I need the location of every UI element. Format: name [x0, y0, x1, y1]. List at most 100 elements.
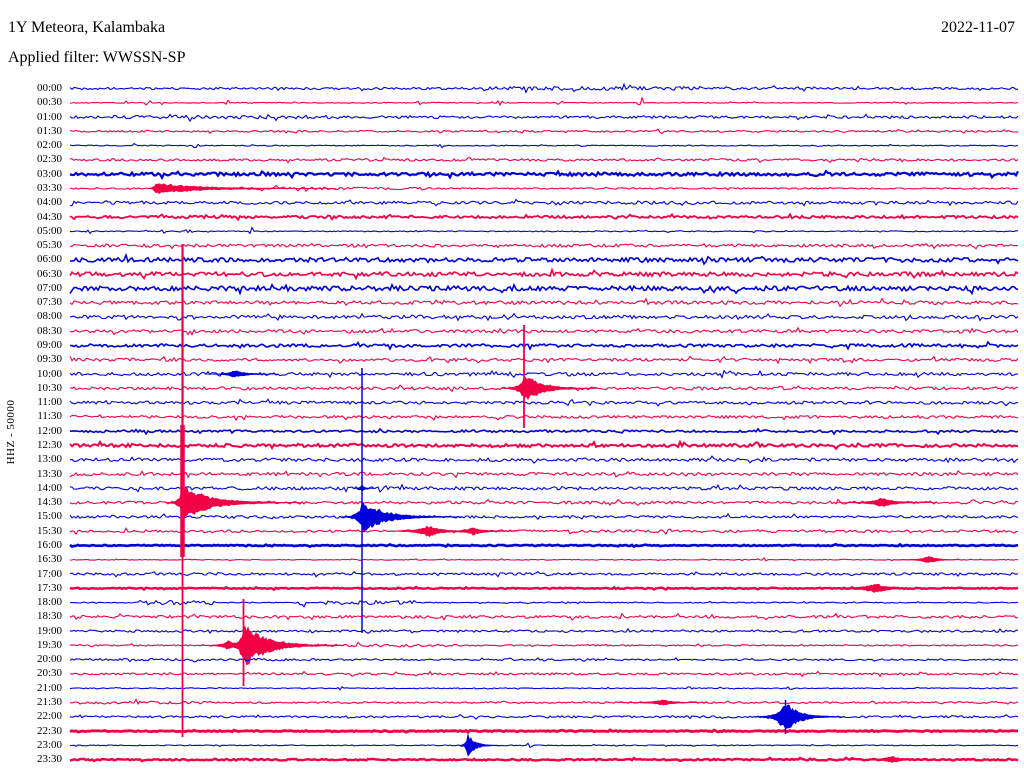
seismic-event: [206, 370, 279, 378]
time-label: 18:00: [36, 596, 62, 609]
trace-row-00:30: [69, 96, 1019, 107]
time-label: 13:30: [36, 467, 62, 480]
trace-row-16:00: [69, 542, 1019, 549]
time-label: 00:00: [36, 82, 62, 94]
trace-row-12:30: [69, 439, 1019, 451]
time-label: 05:00: [36, 224, 62, 237]
trace-row-03:00: [69, 169, 1019, 181]
seismic-event: [352, 484, 376, 492]
time-label: 15:30: [36, 524, 62, 537]
trace-row-07:30: [69, 297, 1019, 308]
time-label: 12:00: [36, 424, 62, 437]
trace-row-11:00: [69, 398, 1019, 407]
trace-row-21:30: [69, 698, 1019, 705]
time-label: 11:30: [37, 410, 62, 423]
time-label: 19:00: [36, 624, 62, 637]
time-label: 08:00: [36, 310, 62, 323]
trace-row-14:00: [69, 483, 1019, 493]
trace-row-21:00: [69, 686, 1019, 691]
trace-row-20:30: [69, 670, 1019, 678]
time-label: 23:30: [36, 753, 62, 766]
time-label: 01:00: [36, 110, 62, 123]
trace-row-19:00: [69, 627, 1019, 635]
time-label: 04:30: [36, 210, 62, 223]
trace-row-13:00: [69, 455, 1019, 464]
trace-row-20:00: [69, 656, 1019, 663]
time-label: 09:30: [36, 353, 62, 366]
trace-row-07:00: [69, 282, 1019, 296]
trace-row-23:30: [69, 756, 1019, 763]
clipped-event-line: [180, 425, 185, 557]
station-title: 1Y Meteora, Kalambaka: [8, 19, 166, 36]
trace-row-15:30: [69, 527, 1019, 536]
applied-filter-label: Applied filter: WWSSN-SP: [8, 49, 186, 66]
time-label: 16:00: [36, 538, 62, 551]
time-label: 10:00: [36, 367, 62, 380]
seismic-event: [847, 755, 925, 763]
trace-row-05:30: [69, 242, 1019, 250]
time-label: 17:30: [36, 581, 62, 594]
time-label: 13:00: [36, 453, 62, 466]
time-label: 09:00: [36, 339, 62, 352]
time-label: 20:30: [36, 667, 62, 680]
date-label: 2022-11-07: [940, 19, 1015, 36]
seismic-event: [146, 183, 337, 194]
clipped-event-line: [523, 325, 525, 428]
trace-row-02:30: [70, 156, 1019, 164]
clipped-event-line: [242, 599, 245, 686]
time-label: 04:00: [36, 196, 62, 209]
trace-row-23:00: [69, 742, 1019, 749]
seismic-event: [222, 625, 345, 666]
seismic-event: [165, 487, 302, 520]
trace-row-18:00: [69, 599, 1019, 608]
time-label: 15:00: [36, 510, 62, 523]
time-label: 05:30: [36, 239, 62, 252]
seismic-event: [812, 583, 931, 593]
trace-row-22:00: [69, 713, 1019, 720]
seismic-event: [892, 556, 966, 563]
trace-row-19:30: [69, 641, 1019, 648]
time-label: 00:30: [36, 96, 62, 109]
time-label: 11:00: [37, 396, 62, 409]
seismic-event: [340, 501, 463, 533]
trace-row-02:00: [69, 142, 1019, 149]
time-label: 22:00: [36, 710, 62, 723]
time-label: 07:30: [36, 296, 62, 309]
time-label: 20:00: [36, 653, 62, 666]
seismic-event: [617, 699, 709, 706]
seismic-event: [502, 376, 598, 401]
time-label: 10:30: [36, 381, 62, 394]
trace-row-18:30: [69, 612, 1019, 621]
time-label: 14:30: [36, 496, 62, 509]
trace-row-08:00: [69, 312, 1019, 322]
clipped-event-line: [181, 557, 184, 737]
trace-row-17:00: [69, 570, 1019, 578]
trace-row-13:30: [69, 470, 1019, 479]
trace-row-09:30: [69, 355, 1019, 365]
trace-row-01:00: [69, 113, 1019, 123]
clipped-event-line: [361, 368, 363, 633]
trace-row-04:30: [69, 212, 1019, 222]
trace-row-04:00: [69, 198, 1019, 207]
time-label: 21:00: [36, 681, 62, 694]
time-label: 02:30: [36, 153, 62, 166]
time-label: 14:00: [36, 481, 62, 494]
trace-row-15:00: [69, 513, 1019, 521]
time-label: 22:30: [36, 724, 62, 737]
seismic-event: [458, 733, 500, 757]
time-label: 21:30: [36, 696, 62, 709]
seismic-event: [436, 527, 519, 536]
time-label: 06:00: [36, 253, 62, 266]
time-label: 07:00: [36, 281, 62, 294]
trace-row-22:30: [69, 728, 1018, 735]
trace-row-09:00: [69, 340, 1019, 351]
time-label: 17:00: [36, 567, 62, 580]
time-label: 16:30: [36, 553, 62, 566]
trace-row-06:30: [69, 267, 1019, 281]
trace-row-01:30: [69, 128, 1019, 135]
time-label: 08:30: [36, 324, 62, 337]
time-label: 18:30: [36, 610, 62, 623]
time-label: 01:30: [36, 124, 62, 137]
